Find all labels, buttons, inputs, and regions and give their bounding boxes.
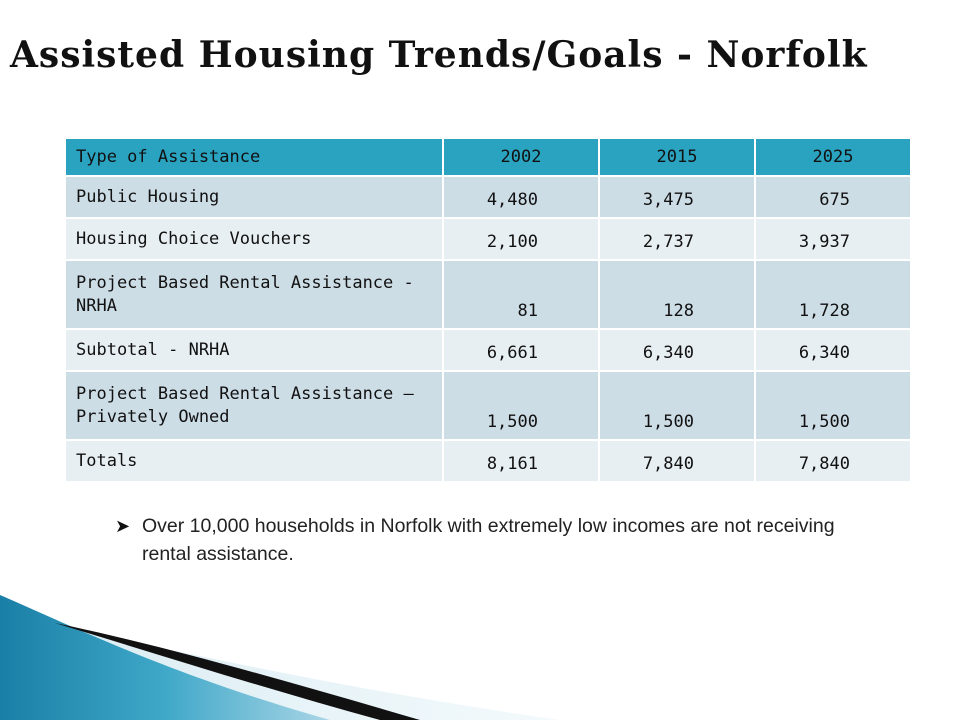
row-label: Totals xyxy=(64,439,444,483)
cell-2015: 1,500 xyxy=(598,370,756,441)
slide-title: Assisted Housing Trends/Goals - Norfolk xyxy=(10,34,868,76)
cell-2015: 128 xyxy=(598,259,756,330)
cell-2002: 81 xyxy=(442,259,600,330)
table-row: Totals 8,161 7,840 7,840 xyxy=(64,439,912,483)
arrow-bullet-icon: ➤ xyxy=(115,516,131,536)
row-label: Project Based Rental Assistance - NRHA xyxy=(64,259,444,330)
cell-2002: 1,500 xyxy=(442,370,600,441)
cell-2002: 2,100 xyxy=(442,217,600,261)
assistance-table: Type of Assistance 2002 2015 2025 Public… xyxy=(64,137,912,483)
column-header-type: Type of Assistance xyxy=(64,137,444,177)
bullet-text: Over 10,000 households in Norfolk with e… xyxy=(142,515,835,565)
cell-2002: 4,480 xyxy=(442,175,600,219)
column-header-2015: 2015 xyxy=(598,137,756,177)
cell-2025: 3,937 xyxy=(754,217,912,261)
row-label: Project Based Rental Assistance – Privat… xyxy=(64,370,444,441)
cell-2015: 7,840 xyxy=(598,439,756,483)
table-header-row: Type of Assistance 2002 2015 2025 xyxy=(64,137,912,177)
table-row: Public Housing 4,480 3,475 675 xyxy=(64,175,912,219)
cell-2002: 6,661 xyxy=(442,328,600,372)
row-label: Public Housing xyxy=(64,175,444,219)
cell-2025: 7,840 xyxy=(754,439,912,483)
row-label: Housing Choice Vouchers xyxy=(64,217,444,261)
bullet-list: ➤ Over 10,000 households in Norfolk with… xyxy=(115,512,860,568)
table-row: Project Based Rental Assistance – Privat… xyxy=(64,370,912,441)
table-row: Project Based Rental Assistance - NRHA 8… xyxy=(64,259,912,330)
cell-2015: 2,737 xyxy=(598,217,756,261)
cell-2015: 3,475 xyxy=(598,175,756,219)
cell-2025: 675 xyxy=(754,175,912,219)
corner-swoosh-decoration xyxy=(0,595,560,720)
cell-2025: 6,340 xyxy=(754,328,912,372)
cell-2025: 1,728 xyxy=(754,259,912,330)
cell-2002: 8,161 xyxy=(442,439,600,483)
cell-2025: 1,500 xyxy=(754,370,912,441)
column-header-2002: 2002 xyxy=(442,137,600,177)
cell-2015: 6,340 xyxy=(598,328,756,372)
table-row: Housing Choice Vouchers 2,100 2,737 3,93… xyxy=(64,217,912,261)
column-header-2025: 2025 xyxy=(754,137,912,177)
table-row: Subtotal - NRHA 6,661 6,340 6,340 xyxy=(64,328,912,372)
row-label: Subtotal - NRHA xyxy=(64,328,444,372)
